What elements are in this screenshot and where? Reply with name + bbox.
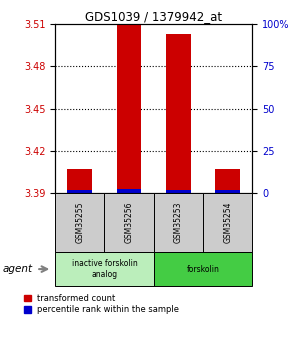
Text: inactive forskolin
analog: inactive forskolin analog [72, 259, 137, 279]
Bar [154, 252, 252, 286]
Bar [104, 193, 154, 252]
Bar [215, 169, 240, 193]
Text: GSM35256: GSM35256 [124, 202, 134, 243]
Bar [203, 193, 252, 252]
Bar [117, 24, 142, 193]
Bar [55, 193, 104, 252]
Text: agent: agent [3, 264, 33, 274]
Text: GSM35253: GSM35253 [174, 202, 183, 243]
Text: forskolin: forskolin [186, 265, 220, 274]
Bar [166, 190, 191, 193]
Bar [117, 189, 142, 193]
Bar [215, 190, 240, 193]
Legend: transformed count, percentile rank within the sample: transformed count, percentile rank withi… [24, 294, 179, 314]
Bar [154, 193, 203, 252]
Title: GDS1039 / 1379942_at: GDS1039 / 1379942_at [85, 10, 222, 23]
Text: GSM35255: GSM35255 [75, 202, 84, 243]
Bar [67, 169, 92, 193]
Bar [166, 34, 191, 193]
Bar [67, 190, 92, 193]
Bar [55, 252, 154, 286]
Text: GSM35254: GSM35254 [223, 202, 232, 243]
